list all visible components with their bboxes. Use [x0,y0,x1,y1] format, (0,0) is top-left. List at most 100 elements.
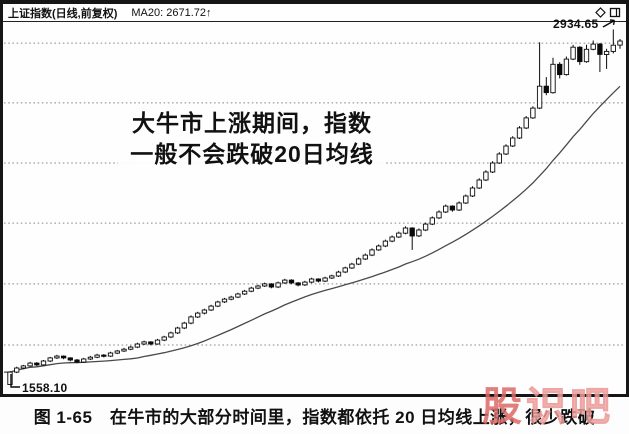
candle-body [295,282,301,286]
candle-body [81,358,87,363]
candle-body [557,63,563,76]
candle-body [510,137,516,147]
titlebar-icons [595,7,621,18]
candle-body [20,365,27,369]
candle-body [543,85,549,94]
candle-body [570,46,576,60]
candle-body [369,249,375,256]
annotation-line-2: 一般不会跌破20日均线 [130,141,374,167]
candle-body [389,236,395,242]
candle-body [463,195,469,204]
window-icon[interactable] [609,7,621,18]
candle-body [489,162,496,173]
candle-body [221,298,228,303]
watermark-char: 吧 [570,385,614,430]
candle-body [121,348,127,352]
candle-body [14,367,20,373]
chart-titlebar: 上证指数(日线,前复权) MA20: 2671.72↑ [3,4,626,22]
index-title: 上证指数(日线,前复权) [8,7,118,20]
candle-body [128,346,134,350]
candle-body [54,355,60,359]
candle-body [87,356,94,360]
candle-body [201,309,208,314]
candle-body [563,58,570,76]
candle-body [195,312,201,318]
candle-body [248,287,254,292]
candle-body [382,240,389,247]
candle-body [40,360,47,366]
candle-body [550,63,556,94]
candle-body [74,359,80,363]
candle-body [530,107,536,119]
candle-body [27,362,33,367]
watermark-char: 识 [526,385,570,430]
candle-body [329,275,335,279]
candle-body [436,211,442,219]
candle-body [416,229,422,237]
candle-body [536,85,543,109]
candle-body [168,332,174,338]
candle-body [161,336,167,341]
candle-body [523,117,529,129]
candle-body [107,352,114,357]
candle-body [315,278,322,282]
candle-body [154,339,161,345]
candle-body [396,232,402,238]
diamond-icon[interactable] [595,7,606,18]
figure-caption: 图 1-65 在牛市的大部分时间里，指数都依托 20 日均线上涨，很少跌破 [33,408,596,427]
candle-body [282,279,288,284]
candle-body [215,301,221,307]
candle-body [456,202,462,211]
candle-body [34,362,40,366]
candle-body [67,357,73,361]
candle-body [597,43,603,55]
candle-body [275,282,281,288]
chart-frame: 上证指数(日线,前复权) MA20: 2671.72↑ [0,0,629,397]
candles [7,29,623,385]
candle-body [114,350,120,354]
candle-body [148,341,154,345]
candle-body [355,258,362,265]
candle-body [349,263,355,269]
candle-body [443,205,449,213]
candle-body [255,285,261,289]
candle-body [516,127,523,139]
peak-price-label: 2934.65 [553,17,599,31]
candle-body [262,283,268,287]
candle-body [422,223,429,231]
candle-body [308,278,315,283]
peak-arrow [602,19,615,28]
candle-body [188,316,194,324]
candle-body [476,179,482,189]
candle-body [208,305,214,311]
candle-body [60,355,67,359]
candle-body [590,43,596,50]
candle-body [617,40,623,46]
candle-body [101,354,107,357]
peak-arrowhead [609,19,616,26]
watermark-char: 股 [482,385,526,429]
candle-body [503,145,509,155]
candle-body [449,205,456,211]
candle-body [268,283,275,288]
candle-body [235,293,241,298]
candle-body [469,187,476,197]
candle-body [7,371,13,385]
candle-body [603,50,610,55]
candle-body [583,48,590,63]
candle-body [302,281,308,286]
candle-body [610,44,616,52]
candle-body [335,271,342,277]
candle-body [174,327,181,334]
candle-body [496,153,502,164]
ma20-value-label: MA20: 2671.72↑ [131,6,212,19]
candle-body [402,227,409,234]
candle-body [577,46,583,63]
gridlines [4,42,624,346]
annotation-line-1: 大牛市上涨期间，指数 [132,110,372,136]
candle-body [376,245,382,251]
chart-annotation: 大牛市上涨期间，指数 一般不会跌破20日均线 [118,108,386,170]
candle-body [483,171,489,181]
